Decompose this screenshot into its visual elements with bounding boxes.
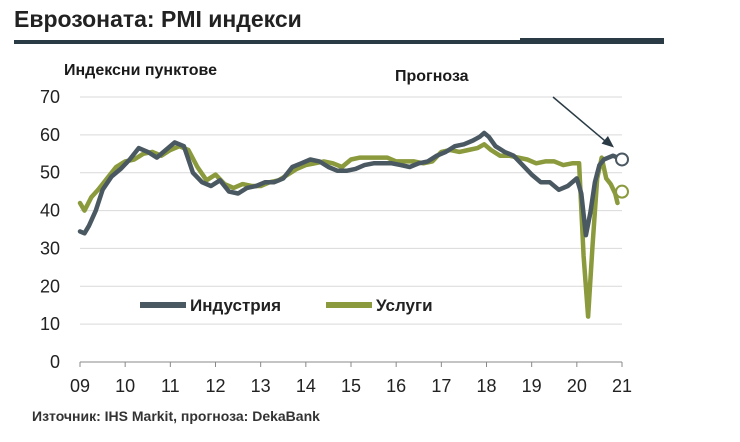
x-tick-label: 13 [251, 376, 271, 396]
page-title: Еврозоната: PMI индекси [14, 6, 302, 32]
forecast-point-marker [615, 152, 629, 167]
x-tick-label: 21 [612, 376, 632, 396]
x-tick-label: 09 [70, 376, 90, 396]
title-rule [14, 40, 664, 44]
x-tick-label: 14 [296, 376, 316, 396]
y-tick-label: 60 [40, 125, 60, 145]
x-tick-label: 17 [431, 376, 451, 396]
x-tick-label: 15 [341, 376, 361, 396]
y-tick-label: 0 [50, 352, 60, 372]
x-tick-label: 20 [567, 376, 587, 396]
x-tick-label: 16 [386, 376, 406, 396]
y-tick-label: 70 [40, 87, 60, 107]
y-tick-label: 50 [40, 163, 60, 183]
x-tick-label: 18 [476, 376, 496, 396]
forecast-annotation: Прогноза [395, 68, 469, 85]
y-tick-label: 40 [40, 201, 60, 221]
source-note: Източник: IHS Markit, прогноза: DekaBank [32, 408, 320, 424]
forecast-arrow-head [601, 135, 614, 148]
y-tick-label: 10 [40, 314, 60, 334]
y-tick-label: 20 [40, 276, 60, 296]
legend-label-services: Услуги [376, 296, 433, 315]
forecast-point-marker [615, 184, 629, 199]
y-axis-label: Индексни пунктове [64, 62, 218, 79]
x-tick-label: 12 [205, 376, 225, 396]
legend-label-industry: Индустрия [190, 296, 281, 315]
series-line-industry [77, 130, 620, 238]
x-tick-label: 10 [115, 376, 135, 396]
x-tick-label: 19 [522, 376, 542, 396]
x-tick-label: 11 [161, 376, 180, 396]
y-tick-label: 30 [40, 238, 60, 258]
title-rule-thin [520, 38, 664, 40]
series-line-services [77, 142, 620, 319]
forecast-arrow [552, 96, 609, 145]
